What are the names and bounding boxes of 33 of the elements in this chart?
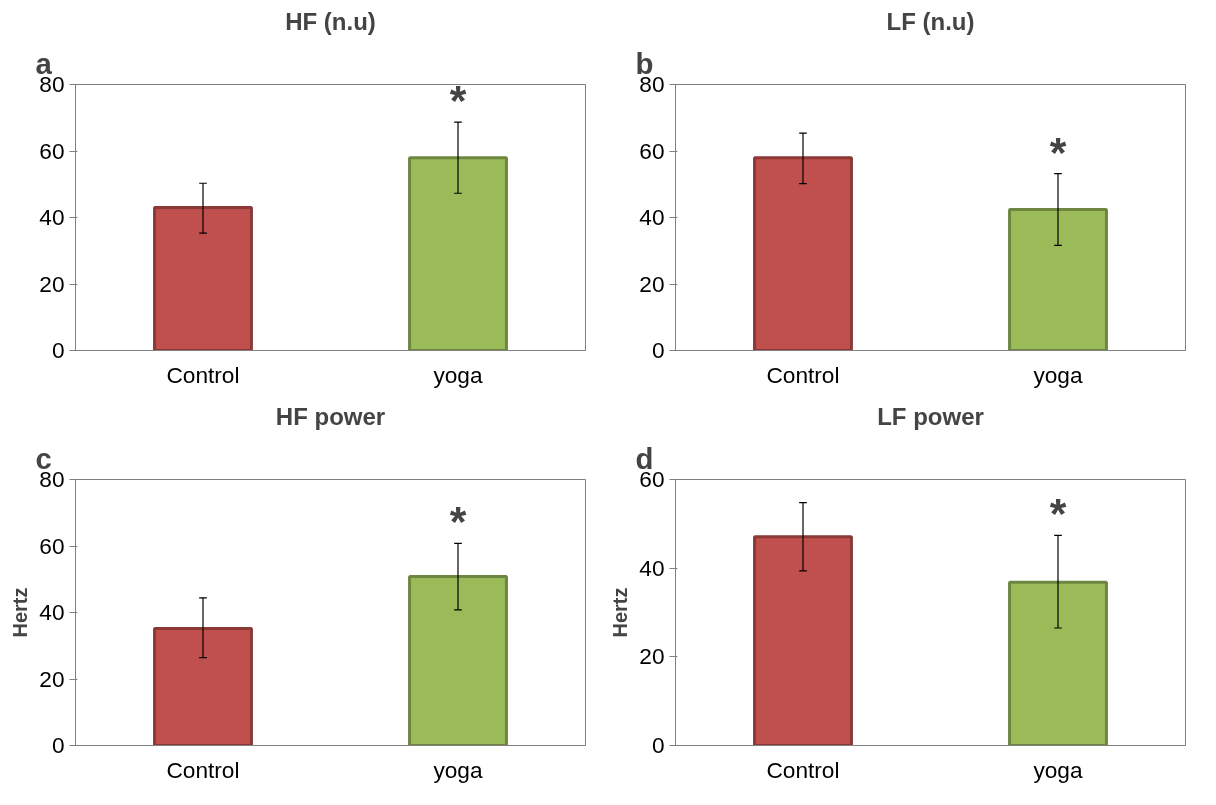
x-tick-label: Control	[766, 756, 840, 783]
y-tick-label: 0	[651, 337, 665, 363]
chart-title: LF power	[877, 402, 984, 430]
y-axis-title: Hertz	[9, 587, 32, 638]
chart-title: HF power	[275, 402, 386, 430]
annotation: *	[449, 76, 467, 125]
x-tick-label: Control	[166, 756, 240, 783]
y-tick-label: 60	[39, 532, 65, 559]
x-tick-label: yoga	[433, 756, 483, 783]
y-axis-title: Hertz	[609, 587, 632, 638]
y-tick-label: 0	[651, 732, 665, 758]
y-tick-label: 0	[51, 337, 65, 363]
y-tick-label: 20	[639, 270, 665, 297]
annotation: *	[449, 497, 467, 546]
y-tick-label: 60	[39, 137, 65, 164]
y-tick-label: 40	[39, 204, 65, 230]
annotation: *	[1049, 127, 1067, 176]
y-tick-label: 20	[39, 665, 65, 692]
x-tick-label: Control	[766, 361, 840, 388]
y-tick-label: 20	[39, 270, 65, 297]
annotation: *	[1049, 489, 1067, 538]
y-tick-label: 0	[51, 732, 65, 758]
y-tick-label: 60	[639, 137, 665, 164]
y-tick-label: 40	[639, 554, 665, 581]
x-tick-label: yoga	[1033, 756, 1083, 783]
chart-title: HF (n.u)	[285, 7, 376, 35]
x-tick-label: yoga	[433, 361, 483, 388]
y-tick-label: 40	[639, 204, 665, 230]
y-tick-label: 20	[639, 643, 665, 670]
y-tick-label: 40	[39, 599, 65, 625]
x-tick-label: Control	[166, 361, 240, 388]
x-tick-label: yoga	[1033, 361, 1083, 388]
chart-title: LF (n.u)	[886, 7, 975, 35]
